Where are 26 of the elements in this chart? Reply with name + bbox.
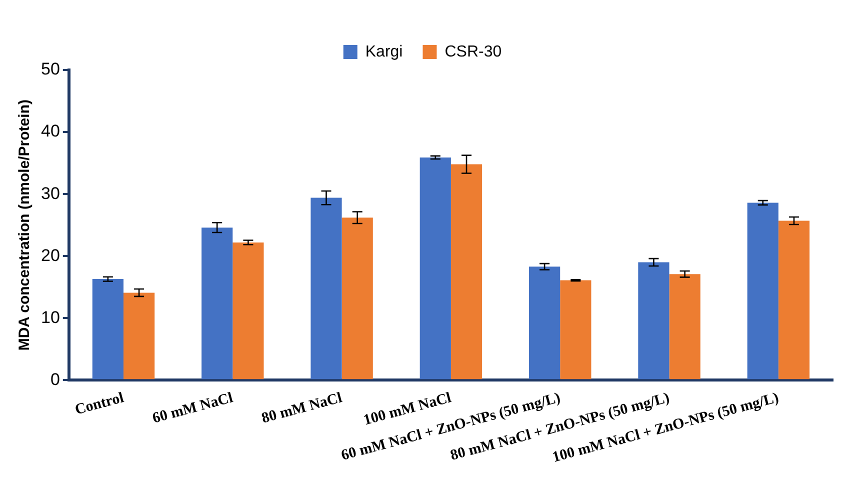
- bar: [529, 266, 560, 380]
- bar: [747, 202, 778, 380]
- y-axis-title: MDA concentration (nmole/Protein): [16, 100, 34, 351]
- bar: [560, 280, 592, 380]
- y-tick-label: 30: [40, 184, 60, 203]
- x-tick-label: 60 mM NaCl: [150, 390, 235, 427]
- bar: [232, 242, 264, 380]
- bar: [450, 164, 482, 380]
- bar: [638, 262, 670, 380]
- bar: [778, 220, 810, 380]
- bar: [310, 198, 342, 380]
- x-tick-label: 80 mM NaCl: [260, 390, 344, 427]
- bar: [123, 292, 155, 380]
- y-tick-label: 20: [40, 246, 60, 265]
- bar: [92, 279, 124, 380]
- legend-label: Kargi: [365, 43, 403, 60]
- bar: [669, 274, 700, 380]
- y-tick-label: 40: [40, 122, 60, 141]
- bar: [342, 218, 373, 380]
- y-tick-label: 0: [50, 370, 60, 389]
- y-tick-label: 50: [40, 60, 60, 79]
- y-tick-label: 10: [40, 308, 60, 327]
- bar: [202, 228, 233, 380]
- bar: [420, 157, 451, 380]
- x-tick-label: Control: [73, 390, 126, 418]
- legend-label: CSR-30: [444, 43, 502, 60]
